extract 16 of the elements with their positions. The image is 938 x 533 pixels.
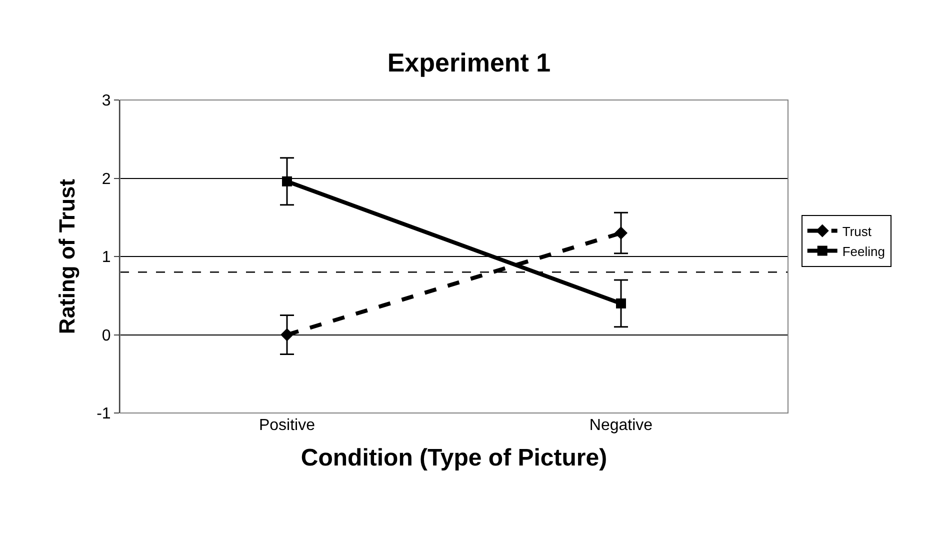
- x-axis-title: Condition (Type of Picture): [300, 444, 608, 472]
- legend-label: Trust: [842, 224, 872, 239]
- y-tick-label: 0: [102, 327, 111, 344]
- point: [614, 226, 628, 240]
- y-tick-label: 3: [102, 92, 111, 110]
- legend-label: Feeling: [842, 244, 885, 259]
- y-tick-label: 1: [102, 249, 111, 266]
- point: [282, 176, 292, 186]
- y-tick-label: 2: [102, 170, 111, 188]
- x-tick-label: Negative: [589, 417, 653, 434]
- y-tick-label: -1: [96, 406, 111, 423]
- point: [616, 298, 626, 308]
- point: [280, 328, 294, 342]
- x-tick-label: Positive: [258, 417, 316, 434]
- y-axis-title: Rating of Trust: [54, 178, 80, 334]
- chart-title: Experiment 1: [387, 48, 551, 78]
